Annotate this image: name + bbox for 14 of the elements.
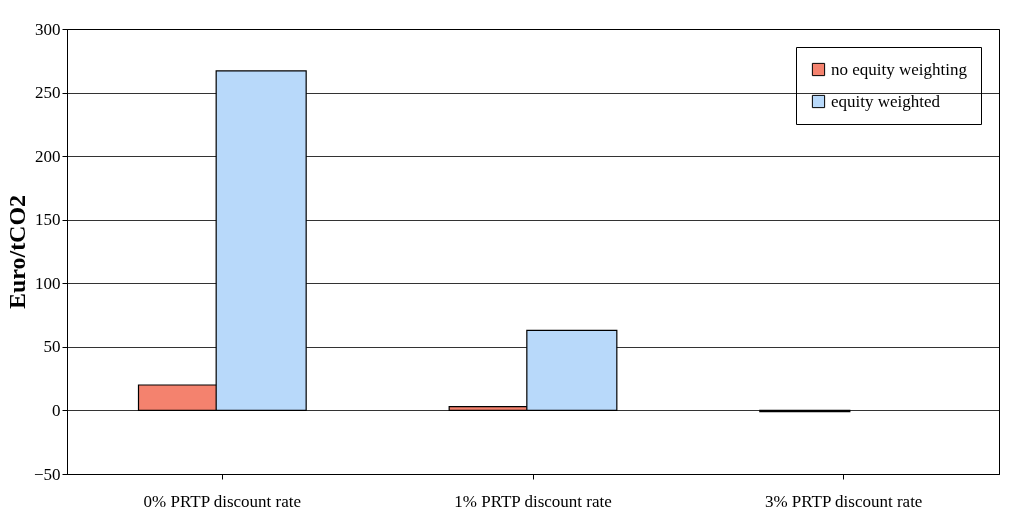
y-axis-title: Euro/tCO2 — [3, 194, 30, 310]
y-tick-label: 100 — [35, 273, 61, 293]
legend-label: equity weighted — [831, 91, 941, 111]
x-tick-label: 1% PRTP discount rate — [454, 491, 612, 511]
y-tick-label: 200 — [35, 146, 61, 166]
x-tick-label: 0% PRTP discount rate — [143, 491, 302, 511]
x-tick-label: 3% PRTP discount rate — [764, 491, 923, 511]
y-tick-label: 0 — [52, 400, 61, 420]
y-tick-label: 300 — [35, 19, 61, 39]
legend-label: no equity weighting — [831, 59, 968, 79]
y-tick-label: −50 — [33, 464, 61, 484]
y-tick-label: 250 — [35, 83, 61, 103]
y-tick-label: 150 — [35, 210, 61, 230]
y-tick-label: 50 — [43, 337, 61, 357]
